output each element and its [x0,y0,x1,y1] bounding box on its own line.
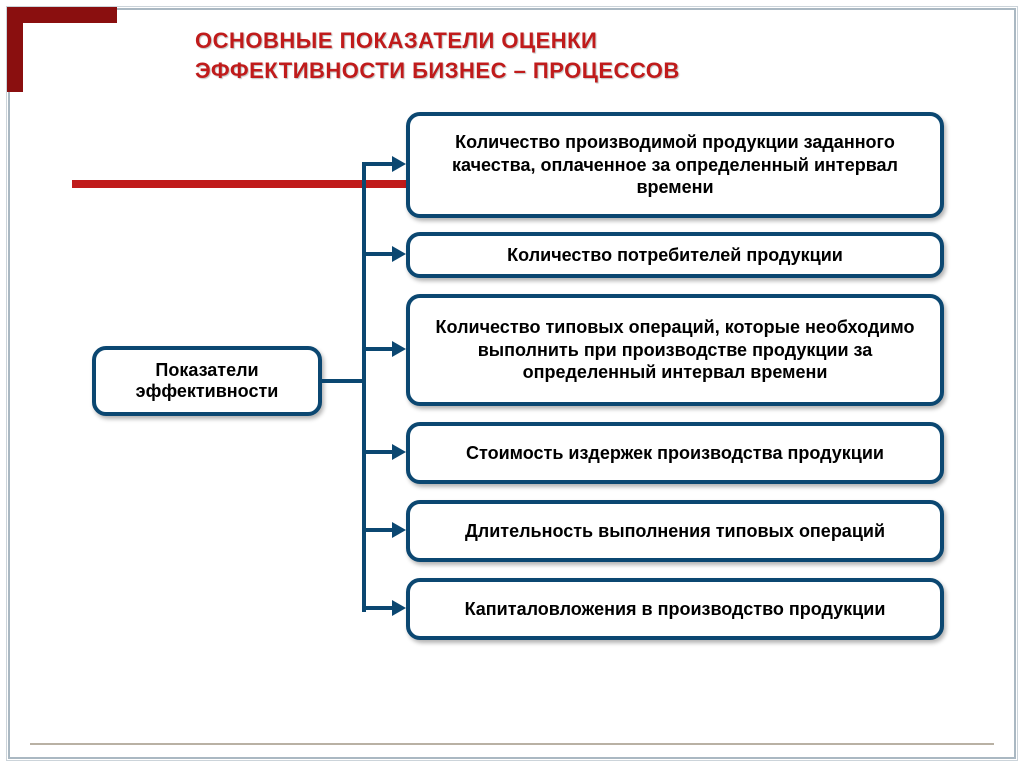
target-node: Количество типовых операций, которые нео… [406,294,944,406]
target-node: Стоимость издержек производства продукци… [406,422,944,484]
source-node-label: Показатели эффективности [96,360,318,402]
arrowhead-icon [392,341,406,357]
connector-branch [362,450,394,454]
connector-branch [362,606,394,610]
arrowhead-icon [392,156,406,172]
page-title: ОСНОВНЫЕ ПОКАЗАТЕЛИ ОЦЕНКИ ЭФФЕКТИВНОСТИ… [195,26,680,85]
corner-accent [7,7,117,92]
target-node-label: Количество потребителей продукции [507,244,843,267]
connector-branch [362,347,394,351]
connector-trunk [362,164,366,612]
arrowhead-icon [392,600,406,616]
source-node: Показатели эффективности [92,346,322,416]
target-node-label: Количество производимой продукции заданн… [428,131,922,199]
target-node: Капиталовложения в производство продукци… [406,578,944,640]
target-node: Количество потребителей продукции [406,232,944,278]
bottom-rule [30,743,994,745]
target-node: Количество производимой продукции заданн… [406,112,944,218]
arrowhead-icon [392,444,406,460]
target-node-label: Количество типовых операций, которые нео… [428,316,922,384]
title-line-1: ОСНОВНЫЕ ПОКАЗАТЕЛИ ОЦЕНКИ [195,28,597,53]
title-line-2: ЭФФЕКТИВНОСТИ БИЗНЕС – ПРОЦЕССОВ [195,58,680,83]
target-node-label: Стоимость издержек производства продукци… [466,442,884,465]
target-node-label: Капиталовложения в производство продукци… [465,598,886,621]
connector-branch [362,162,394,166]
connector-branch [362,528,394,532]
connector-source-branch [322,379,366,383]
arrowhead-icon [392,246,406,262]
connector-branch [362,252,394,256]
arrowhead-icon [392,522,406,538]
target-node: Длительность выполнения типовых операций [406,500,944,562]
target-node-label: Длительность выполнения типовых операций [465,520,885,543]
